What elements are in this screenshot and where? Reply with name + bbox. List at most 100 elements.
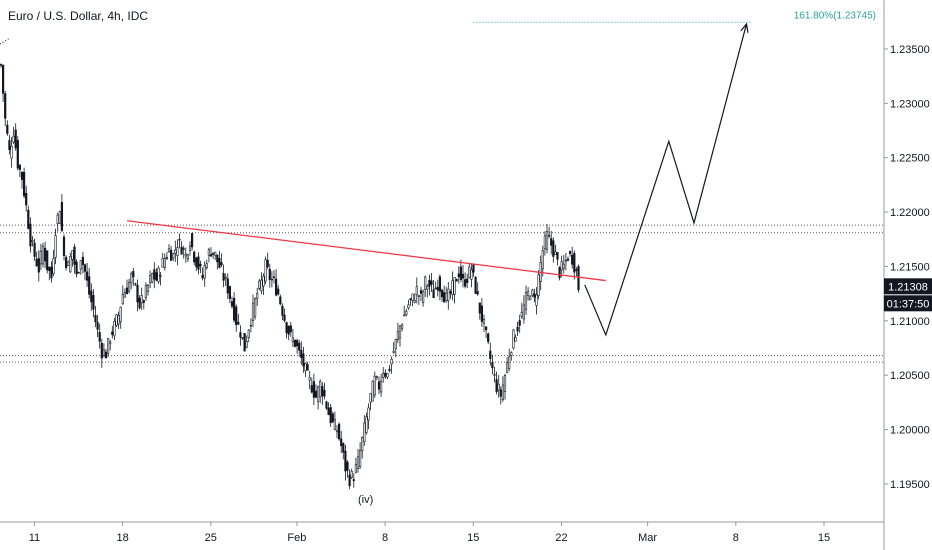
support-resistance-zones[interactable] <box>0 224 884 363</box>
candle <box>241 337 244 340</box>
candle-body <box>384 372 387 377</box>
candle <box>535 287 538 315</box>
candle <box>149 270 152 288</box>
candle <box>178 233 181 249</box>
candle-body <box>417 295 421 297</box>
candle <box>400 323 404 332</box>
candle-body <box>295 340 299 347</box>
candle-body <box>52 258 55 274</box>
candle-body <box>340 438 343 447</box>
candle <box>474 276 477 295</box>
candle-body <box>119 306 122 322</box>
candle <box>100 338 103 368</box>
candle <box>207 247 211 263</box>
candle <box>337 422 341 441</box>
candle <box>274 269 278 297</box>
candle <box>14 123 17 151</box>
candle-body <box>451 280 454 295</box>
fib-extension-layer[interactable]: 161.80%(1.23745) <box>473 10 877 23</box>
candle-body <box>510 352 513 356</box>
candle-body <box>449 291 452 294</box>
trendline-layer[interactable] <box>126 220 606 282</box>
candle <box>218 250 221 269</box>
candle-body <box>170 249 173 261</box>
candle <box>165 251 169 260</box>
candle <box>134 282 137 286</box>
candle-body <box>434 287 437 290</box>
candle <box>407 299 410 310</box>
candle-body <box>314 390 318 398</box>
candle <box>73 243 76 274</box>
y-tick-label: 1.20000 <box>890 425 930 437</box>
candle <box>421 289 425 307</box>
candle-body <box>409 298 412 300</box>
candle <box>18 163 22 178</box>
candle-body <box>390 358 393 365</box>
candle <box>390 356 393 374</box>
candle-body <box>447 288 450 302</box>
x-tick-label: Feb <box>287 532 306 544</box>
candle <box>312 373 316 406</box>
candle-body <box>8 140 11 150</box>
candle-body <box>356 456 360 469</box>
candle-body <box>331 413 334 423</box>
candle-body <box>352 479 355 482</box>
candle-body <box>514 337 517 342</box>
candle <box>186 253 190 263</box>
candle-body <box>281 305 284 316</box>
chart-title: Euro / U.S. Dollar, 4h, IDC <box>8 9 148 23</box>
candle-body <box>512 329 515 349</box>
x-tick-label: 11 <box>29 532 40 544</box>
candle-body <box>550 238 553 246</box>
candle <box>550 230 553 255</box>
candle-body <box>554 251 557 255</box>
candle-body <box>547 235 551 237</box>
candle-body <box>199 263 202 267</box>
candle <box>562 255 565 274</box>
candle <box>470 264 473 288</box>
candle <box>16 136 19 171</box>
candle-body <box>308 377 311 381</box>
candle-body <box>94 315 97 323</box>
candle-body <box>33 242 36 257</box>
candle-body <box>197 256 200 270</box>
candle <box>558 266 561 281</box>
candle <box>321 382 324 406</box>
candle <box>107 337 110 358</box>
candle <box>277 285 280 296</box>
candle <box>12 126 15 144</box>
candle-body <box>466 278 469 283</box>
candle-body <box>117 315 120 325</box>
candle-body <box>298 342 301 351</box>
projection-layer[interactable] <box>0 22 749 337</box>
projection-path[interactable] <box>584 23 748 337</box>
candle <box>415 277 418 304</box>
candle-body <box>50 266 53 279</box>
candle-body <box>272 276 276 278</box>
candle-body <box>568 251 572 254</box>
candle-body <box>335 430 339 433</box>
candle-body <box>562 263 565 269</box>
candle <box>386 373 389 380</box>
candle-body <box>520 311 523 317</box>
candle <box>46 250 49 274</box>
candle-body <box>459 266 463 280</box>
candle-body <box>1 64 5 94</box>
candle-body <box>25 192 28 206</box>
candle <box>243 333 246 352</box>
candle-body <box>405 310 408 316</box>
candle <box>365 412 368 435</box>
candle <box>323 382 326 400</box>
candle <box>516 321 519 337</box>
candle-body <box>526 291 530 296</box>
candle <box>514 334 517 342</box>
trendline[interactable] <box>126 220 606 282</box>
candle <box>348 469 351 490</box>
candle <box>489 342 492 366</box>
candle-body <box>136 284 139 303</box>
candle-body <box>67 261 70 267</box>
candle <box>239 325 242 346</box>
bar-timer-label: 01:37:50 <box>887 298 930 310</box>
candle <box>237 313 240 326</box>
